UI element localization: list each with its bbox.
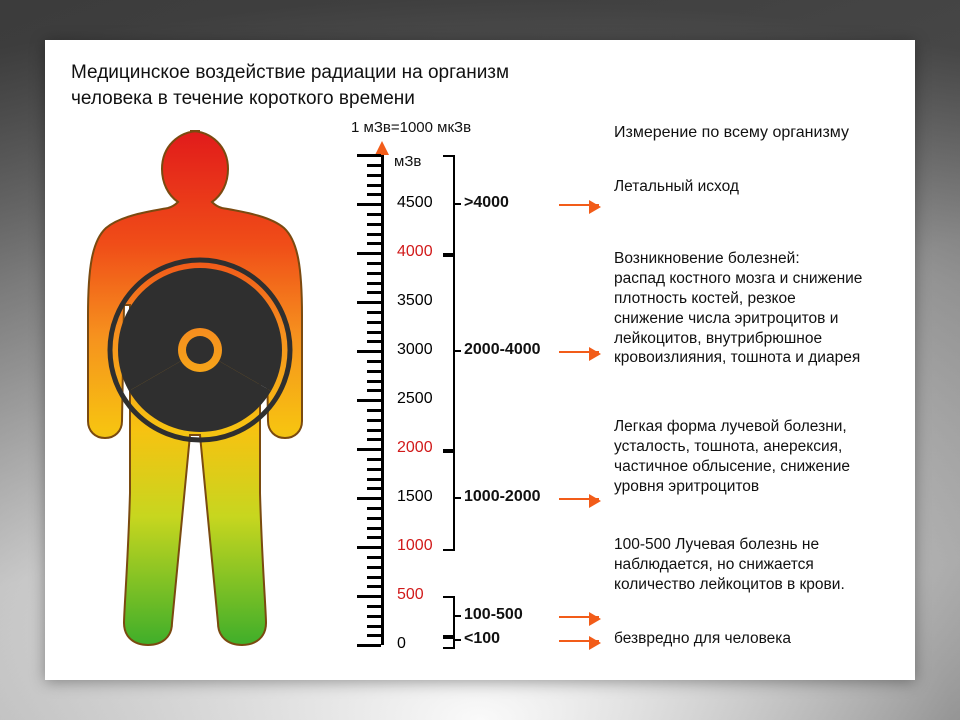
axis-arrowhead — [375, 141, 389, 155]
tick — [367, 605, 381, 608]
scale-axis — [381, 155, 384, 645]
range-label: <100 — [464, 630, 500, 648]
range-arrow — [559, 616, 599, 618]
tick — [367, 576, 381, 579]
tick — [367, 242, 381, 245]
tick-label: 1000 — [397, 537, 433, 555]
tick — [367, 213, 381, 216]
tick — [357, 399, 381, 402]
tick — [367, 262, 381, 265]
tick — [367, 634, 381, 637]
axis-unit-label: мЗв — [394, 153, 421, 170]
range-desc: Возникновение болезней:распад костного м… — [614, 249, 914, 368]
bracket-connector — [453, 350, 461, 352]
tick-label: 500 — [397, 586, 424, 604]
tick — [367, 272, 381, 275]
tick — [367, 380, 381, 383]
tick — [357, 301, 381, 304]
tick — [367, 331, 381, 334]
tick — [367, 419, 381, 422]
stage: 1 мЗв=1000 мкЗв мЗв 4500 4000 3500 3000 2500… — [69, 119, 891, 679]
tick — [367, 429, 381, 432]
range-label: 1000-2000 — [464, 488, 541, 506]
range-label: 100-500 — [464, 606, 523, 624]
tick — [367, 468, 381, 471]
tick — [367, 282, 381, 285]
title: Медицинское воздействие радиации на орга… — [71, 60, 891, 111]
tick — [367, 615, 381, 618]
range-arrow — [559, 498, 599, 500]
tick — [357, 448, 381, 451]
tick — [367, 233, 381, 236]
tick — [357, 203, 381, 206]
tick — [367, 566, 381, 569]
bracket-connector — [453, 203, 461, 205]
tick — [357, 595, 381, 598]
human-silhouette — [75, 125, 325, 653]
tick — [357, 644, 381, 647]
tick — [357, 154, 381, 157]
tick-label: 3500 — [397, 292, 433, 310]
range-desc: 100-500 Лучевая болезнь ненаблюдается, н… — [614, 535, 914, 594]
range-bracket — [443, 253, 455, 453]
title-line-1: Медицинское воздействие радиации на орга… — [71, 62, 509, 83]
tick — [367, 389, 381, 392]
bracket-connector — [453, 615, 461, 617]
range-desc: Легкая форма лучевой болезни,усталость, … — [614, 417, 914, 496]
tick — [357, 546, 381, 549]
range-bracket — [443, 596, 455, 639]
tick — [367, 291, 381, 294]
tick — [367, 321, 381, 324]
header-desc: Измерение по всему организму — [614, 123, 849, 143]
range-label: 2000-4000 — [464, 341, 541, 359]
tick — [367, 487, 381, 490]
infographic-card: Медицинское воздействие радиации на орга… — [45, 40, 915, 680]
tick — [367, 458, 381, 461]
tick — [367, 585, 381, 588]
tick — [367, 409, 381, 412]
range-bracket — [443, 449, 455, 551]
range-arrow — [559, 640, 599, 642]
tick — [367, 174, 381, 177]
tick — [367, 527, 381, 530]
tick — [367, 360, 381, 363]
tick-label: 2500 — [397, 390, 433, 408]
range-bracket — [443, 635, 455, 649]
bracket-connector — [453, 497, 461, 499]
tick — [367, 311, 381, 314]
tick-label: 3000 — [397, 341, 433, 359]
tick — [367, 507, 381, 510]
tick — [367, 223, 381, 226]
tick — [367, 625, 381, 628]
tick-label: 0 — [397, 635, 406, 653]
tick-label: 1500 — [397, 488, 433, 506]
tick — [367, 478, 381, 481]
tick — [367, 556, 381, 559]
tick-label: 2000 — [397, 439, 433, 457]
tick — [367, 164, 381, 167]
tick — [367, 536, 381, 539]
tick — [367, 438, 381, 441]
tick-label: 4000 — [397, 243, 433, 261]
tick-label: 4500 — [397, 194, 433, 212]
unit-conversion: 1 мЗв=1000 мкЗв — [351, 119, 471, 136]
tick — [367, 517, 381, 520]
range-arrow — [559, 351, 599, 353]
range-desc: Летальный исход — [614, 177, 914, 197]
title-line-2: человека в течение короткого времени — [71, 88, 415, 109]
tick — [367, 193, 381, 196]
tick — [357, 497, 381, 500]
tick — [367, 370, 381, 373]
tick — [357, 350, 381, 353]
tick — [367, 184, 381, 187]
radiation-symbol — [110, 260, 290, 440]
range-bracket — [443, 155, 455, 257]
bracket-connector — [453, 639, 461, 641]
range-label: >4000 — [464, 194, 509, 212]
tick — [367, 340, 381, 343]
range-arrow — [559, 204, 599, 206]
tick — [357, 252, 381, 255]
range-desc: безвредно для человека — [614, 629, 914, 649]
